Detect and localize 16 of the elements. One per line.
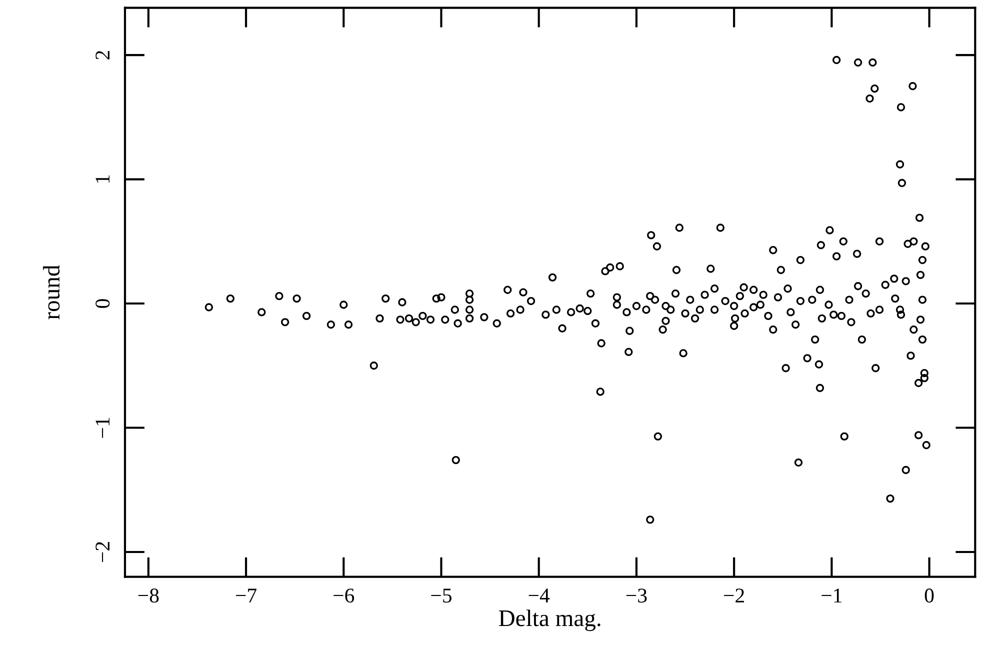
x-tick-label: −4 [528,588,550,602]
y-tick-label: −2 [96,542,110,562]
y-tick-label: 2 [96,50,110,60]
x-axis-title: Delta mag. [498,610,600,632]
x-tick-label: −6 [334,588,354,603]
y-tick-label: −1 [96,418,110,438]
x-tick-label: −8 [138,588,159,603]
x-tick-label: −7 [236,588,256,602]
x-tick-label: −5 [431,588,452,603]
x-tick-label: −1 [822,588,842,602]
x-tick-label: −3 [626,588,647,603]
y-tick-label: 0 [96,299,110,308]
x-tick-label: −2 [724,588,744,602]
x-tick-label: 0 [924,588,934,603]
y-axis-title: round [43,265,60,320]
y-tick-label: 1 [96,175,110,183]
